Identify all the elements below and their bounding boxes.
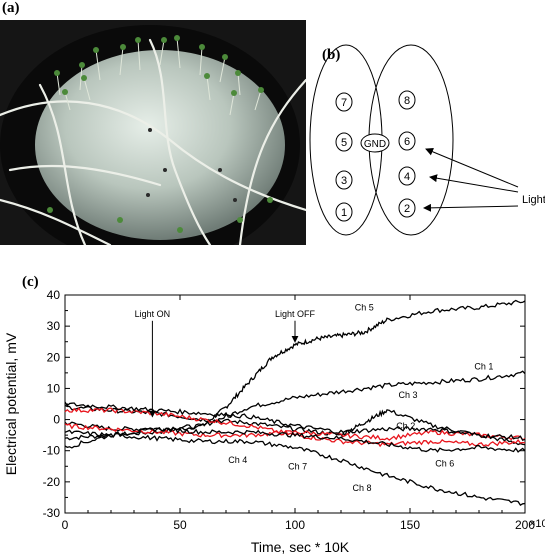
electrode-label-7: 7	[341, 97, 347, 109]
label-ch-2: Ch 2	[396, 421, 415, 431]
light-off-annotation: Light OFF	[275, 309, 316, 319]
electrode-5	[335, 132, 353, 152]
electrode-label-4: 4	[404, 171, 410, 183]
y-tick-label: -30	[43, 506, 61, 520]
label-ch-3: Ch 3	[399, 390, 418, 400]
electrode-8	[398, 90, 416, 110]
series-ch-4	[64, 426, 526, 453]
electrode-diagram: 7 5 3 1 8 6 4 2 GND Light	[309, 44, 545, 236]
label-ch-7: Ch 7	[288, 461, 307, 471]
electrode-label-8: 8	[404, 95, 410, 107]
x-tick-label: 50	[173, 518, 187, 532]
electrode-4	[398, 166, 416, 186]
x-axis-label: Time, sec * 10K	[251, 539, 350, 555]
series-ch-8	[64, 429, 526, 506]
label-ch-8: Ch 8	[353, 483, 372, 493]
y-tick-label: 10	[47, 381, 61, 395]
electrode-2	[398, 198, 416, 218]
x-tick-label: 200	[515, 518, 535, 532]
x-tick-label: 0	[62, 518, 69, 532]
y-tick-label: 0	[53, 413, 60, 427]
series-ch-7	[64, 401, 526, 442]
panel-label-c: (c)	[22, 274, 39, 290]
x-tick-label: 100	[285, 518, 305, 532]
series-ch-6	[64, 407, 526, 448]
electrode-3	[335, 170, 353, 190]
y-tick-label: -20	[43, 475, 61, 489]
label-ch-6: Ch 6	[435, 458, 454, 468]
label-ch-5: Ch 5	[355, 303, 374, 313]
electrode-label-6: 6	[404, 136, 410, 148]
x-tick-multiplier: ×10³	[529, 518, 545, 530]
electrode-label-1: 1	[341, 207, 347, 219]
electrode-1	[335, 202, 353, 222]
label-ch-4: Ch 4	[228, 455, 247, 465]
y-tick-label: 40	[47, 288, 61, 302]
y-tick-label: 30	[47, 319, 61, 333]
y-axis-label: Electrical potential, mV	[3, 332, 19, 475]
series-ch-2	[64, 423, 526, 441]
x-tick-label: 150	[400, 518, 420, 532]
electrode-7	[335, 92, 353, 112]
label-ch-1: Ch 1	[474, 362, 493, 372]
electrode-label-3: 3	[341, 175, 347, 187]
light-label: Light	[522, 194, 545, 206]
y-tick-label: -10	[43, 444, 61, 458]
series-ch-1	[64, 370, 526, 432]
panel-label-a: (a)	[2, 0, 20, 16]
ground-label: GND	[364, 139, 386, 150]
seedling-photo	[0, 20, 306, 245]
electrode-6	[398, 131, 416, 151]
electrode-label-2: 2	[404, 203, 410, 215]
light-on-annotation: Light ON	[135, 309, 171, 319]
ground-electrode	[360, 133, 390, 153]
y-tick-label: 20	[47, 350, 61, 364]
electrode-label-5: 5	[341, 137, 347, 149]
